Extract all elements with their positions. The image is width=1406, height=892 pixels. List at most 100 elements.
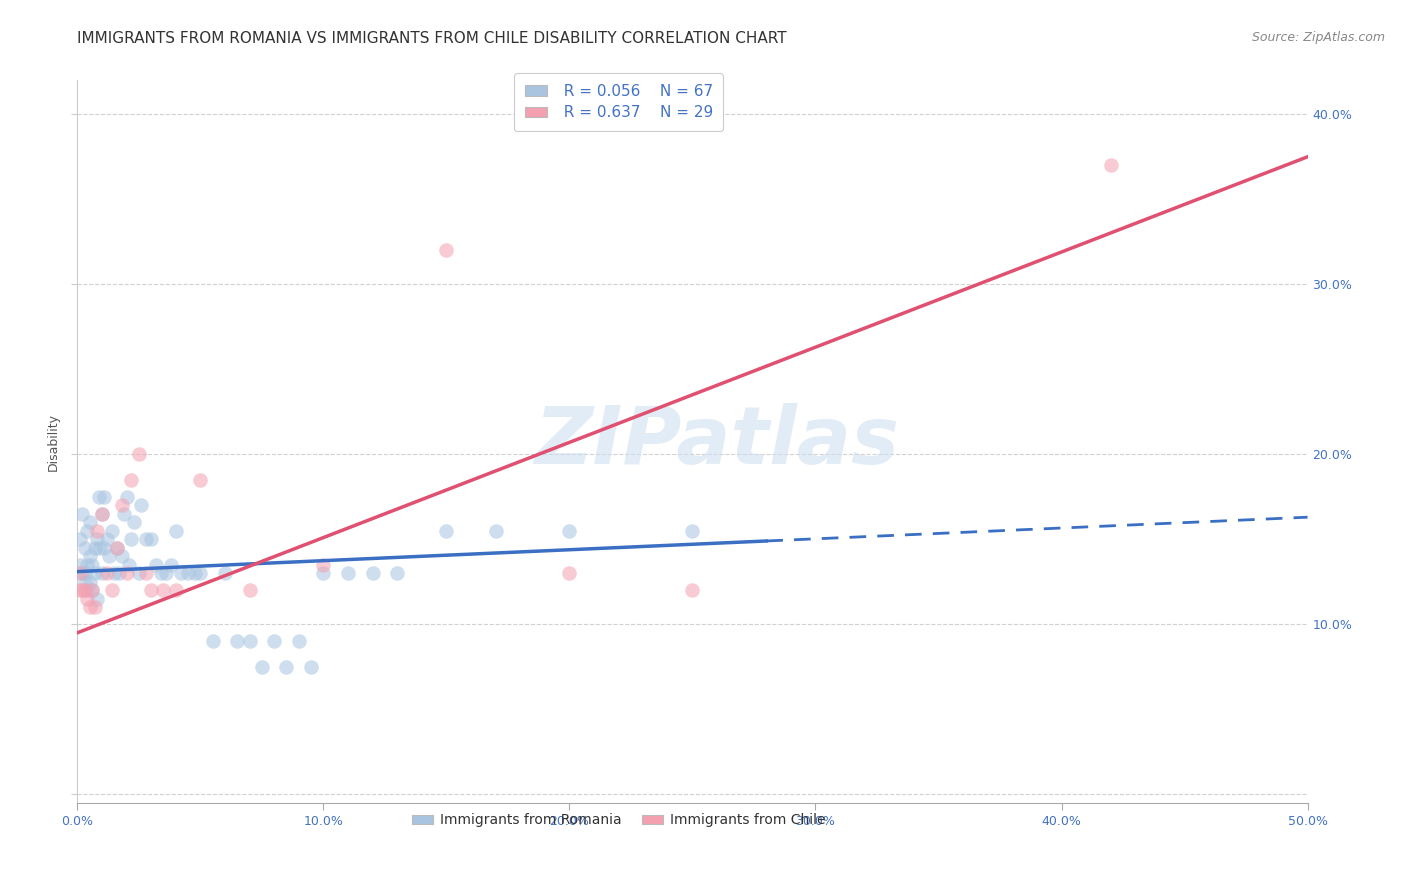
Point	[76, 591, 98, 606]
Point	[96, 533, 118, 547]
Point	[93, 490, 115, 504]
Point	[150, 566, 173, 581]
Point	[263, 634, 285, 648]
Point	[82, 583, 104, 598]
Point	[76, 558, 98, 572]
Point	[115, 490, 138, 504]
Point	[86, 533, 108, 547]
Point	[135, 566, 157, 581]
Point	[128, 447, 150, 461]
Point	[485, 524, 508, 538]
Text: Source: ZipAtlas.com: Source: ZipAtlas.com	[1251, 31, 1385, 45]
Point	[70, 566, 93, 581]
Point	[79, 549, 101, 564]
Point	[288, 634, 311, 648]
Point	[165, 524, 187, 538]
Point	[361, 566, 384, 581]
Point	[121, 473, 143, 487]
Point	[682, 583, 704, 598]
Point	[141, 533, 163, 547]
Point	[69, 566, 91, 581]
Point	[250, 660, 273, 674]
Point	[184, 566, 207, 581]
Point	[70, 583, 93, 598]
Point	[73, 566, 96, 581]
Point	[83, 566, 105, 581]
Text: IMMIGRANTS FROM ROMANIA VS IMMIGRANTS FROM CHILE DISABILITY CORRELATION CHART: IMMIGRANTS FROM ROMANIA VS IMMIGRANTS FR…	[77, 31, 787, 46]
Point	[90, 507, 114, 521]
Point	[121, 533, 143, 547]
Point	[214, 566, 236, 581]
Point	[118, 558, 141, 572]
Point	[86, 591, 108, 606]
Point	[76, 524, 98, 538]
Point	[299, 660, 322, 674]
Point	[76, 583, 98, 598]
Point	[122, 516, 145, 530]
Point	[226, 634, 249, 648]
Point	[112, 507, 135, 521]
Point	[89, 490, 111, 504]
Point	[111, 549, 132, 564]
Point	[312, 558, 335, 572]
Point	[128, 566, 150, 581]
Point	[170, 566, 193, 581]
Point	[141, 583, 163, 598]
Point	[135, 533, 157, 547]
Point	[239, 634, 262, 648]
Point	[90, 507, 114, 521]
Point	[436, 244, 458, 258]
Point	[101, 524, 124, 538]
Point	[115, 566, 138, 581]
Point	[558, 566, 581, 581]
Point	[103, 566, 125, 581]
Point	[129, 498, 153, 512]
Legend: Immigrants from Romania, Immigrants from Chile: Immigrants from Romania, Immigrants from…	[404, 805, 834, 836]
Point	[73, 541, 96, 555]
Point	[177, 566, 200, 581]
Point	[201, 634, 224, 648]
Point	[70, 507, 93, 521]
Point	[145, 558, 167, 572]
Point	[69, 533, 91, 547]
Text: ZIPatlas: ZIPatlas	[534, 402, 900, 481]
Point	[69, 558, 91, 572]
Point	[79, 516, 101, 530]
Point	[558, 524, 581, 538]
Point	[101, 583, 124, 598]
Point	[98, 549, 121, 564]
Point	[312, 566, 335, 581]
Point	[105, 541, 128, 555]
Point	[93, 541, 115, 555]
Point	[83, 541, 105, 555]
Point	[188, 473, 212, 487]
Point	[90, 566, 114, 581]
Point	[385, 566, 409, 581]
Point	[276, 660, 298, 674]
Point	[89, 541, 111, 555]
Point	[105, 541, 128, 555]
Point	[188, 566, 212, 581]
Point	[83, 600, 105, 615]
Point	[73, 574, 96, 589]
Point	[82, 558, 104, 572]
Y-axis label: Disability: Disability	[46, 412, 60, 471]
Point	[155, 566, 177, 581]
Point	[1099, 158, 1122, 172]
Point	[152, 583, 174, 598]
Point	[239, 583, 262, 598]
Point	[160, 558, 183, 572]
Point	[73, 583, 96, 598]
Point	[165, 583, 187, 598]
Point	[337, 566, 360, 581]
Point	[111, 498, 132, 512]
Point	[436, 524, 458, 538]
Point	[86, 524, 108, 538]
Point	[79, 600, 101, 615]
Point	[79, 574, 101, 589]
Point	[69, 583, 91, 598]
Point	[108, 566, 131, 581]
Point	[682, 524, 704, 538]
Point	[82, 583, 104, 598]
Point	[96, 566, 118, 581]
